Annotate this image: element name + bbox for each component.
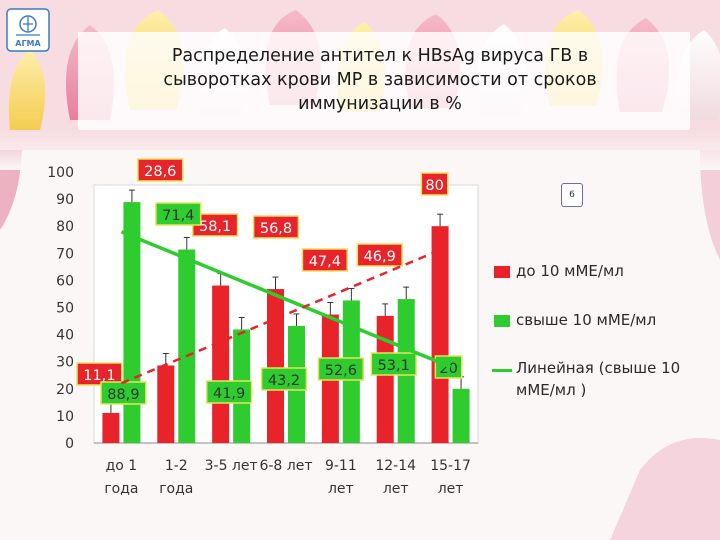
data-label: 41,9 (213, 386, 245, 402)
x-tick-label-line2: года (104, 481, 138, 497)
data-label: 53,1 (378, 358, 410, 374)
svg-text:АГМА: АГМА (15, 39, 41, 48)
x-tick-label-line2: лет (383, 481, 409, 497)
data-label-box (260, 367, 308, 391)
y-tick-label: 0 (65, 436, 74, 452)
trendline-low (120, 246, 446, 385)
data-label: 56,8 (260, 221, 292, 237)
data-label-box (317, 357, 365, 381)
y-tick-label: 50 (56, 301, 74, 317)
y-tick-label: 30 (56, 355, 74, 371)
legend-swatch (494, 266, 510, 278)
legend-label: свыше 10 мМЕ/мл (516, 311, 657, 329)
data-label-box (155, 202, 202, 226)
legend-label: Линейная (свыше 10 мМЕ/мл ) (516, 359, 681, 399)
bar-low (267, 289, 284, 443)
y-tick-label: 60 (56, 273, 74, 289)
data-label-box (205, 380, 253, 404)
bar-low (376, 315, 394, 443)
data-label: 43,2 (268, 373, 300, 389)
slide-title: Распределение антител к HBsAg вируса ГВ … (163, 46, 597, 114)
x-tick-label: 12-14 (375, 458, 416, 474)
data-label: 88,9 (107, 387, 139, 403)
y-tick-label: 100 (47, 165, 74, 181)
data-label-box (420, 172, 449, 196)
x-tick-label: до 1 (106, 458, 138, 474)
bar-low (212, 285, 230, 443)
y-tick-label: 40 (56, 328, 74, 344)
x-tick-label-line2: лет (328, 481, 354, 497)
x-tick-label: 1-2 (165, 458, 188, 474)
trendline-arrow (432, 248, 445, 259)
bar-low (431, 226, 449, 443)
data-label-box (356, 243, 403, 267)
data-label: 80 (425, 178, 443, 194)
bar-low (157, 365, 175, 443)
y-tick-label: 90 (56, 192, 74, 208)
data-label: 52,6 (325, 363, 357, 379)
trendline-high (120, 230, 452, 369)
title-panel (78, 32, 690, 130)
data-label: 71,4 (162, 208, 194, 224)
data-label: 46,9 (364, 249, 396, 265)
x-tick-label: 9-11 (325, 458, 357, 474)
data-label-box (301, 248, 349, 272)
data-label-box (76, 362, 123, 386)
data-label: 11,1 (83, 368, 115, 384)
page-number-badge: 6 (561, 183, 583, 207)
y-tick-label: 70 (56, 246, 74, 262)
bar-low (102, 412, 120, 443)
y-tick-label: 80 (56, 219, 74, 235)
legend-label: до 10 мМЕ/мл (516, 262, 624, 280)
x-tick-label: 3-5 лет (205, 458, 258, 474)
data-label: 47,4 (309, 254, 341, 270)
bar-high (178, 249, 196, 443)
legend-swatch (494, 315, 510, 327)
legend-swatch (492, 369, 512, 372)
bar-high (452, 388, 470, 443)
data-label-box (137, 158, 184, 182)
x-tick-label-line2: года (159, 481, 193, 497)
university-logo: АГМА (6, 8, 50, 52)
y-tick-label: 20 (56, 382, 74, 398)
y-tick-label: 10 (56, 409, 74, 425)
x-tick-label-line2: лет (438, 481, 464, 497)
data-label: 28,6 (144, 164, 176, 180)
x-tick-label: 15-17 (430, 458, 471, 474)
data-label-box (252, 215, 300, 239)
data-label: 58,1 (199, 219, 231, 235)
x-tick-label: 6-8 лет (259, 458, 312, 474)
data-label-box (370, 352, 417, 376)
